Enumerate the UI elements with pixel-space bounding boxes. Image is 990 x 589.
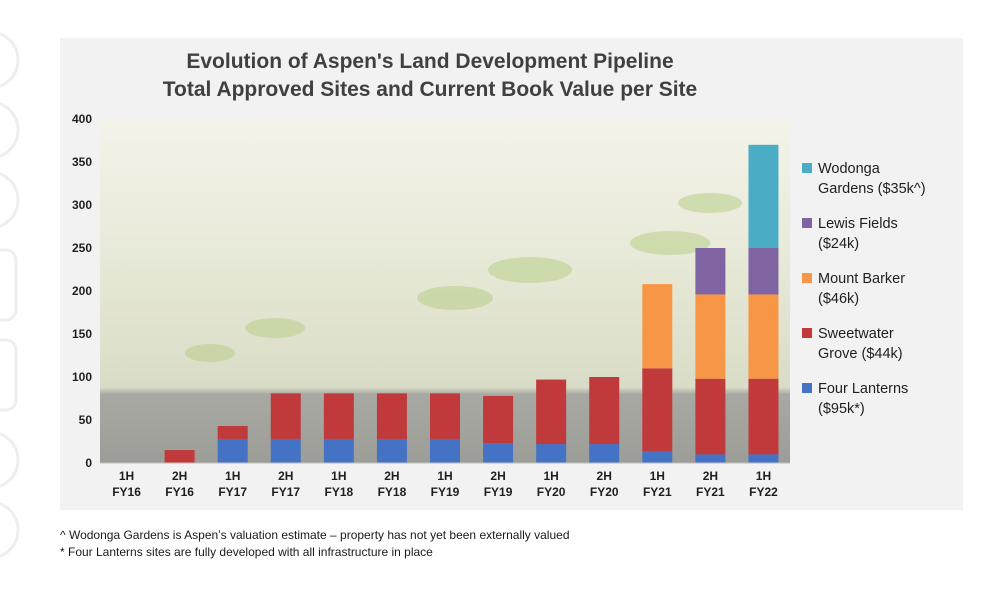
bar-segment-four-lanterns-2 bbox=[217, 438, 248, 463]
x-tick-label-9-0: 2H bbox=[597, 469, 612, 483]
legend-label-0-0: Wodonga bbox=[818, 161, 881, 177]
bar-segment-four-lanterns-7 bbox=[483, 443, 514, 463]
x-axis: 1H FY16 2H FY16 1H FY17 2H FY17 1H FY18 2H FY18 1H FY… bbox=[100, 462, 790, 499]
bar-segment-sweetwater-9 bbox=[589, 377, 620, 445]
bar-segment-mount-barker-10 bbox=[642, 284, 673, 369]
x-tick-label-12-0: 1H bbox=[756, 469, 771, 483]
x-tick-label-2-1: FY17 bbox=[218, 485, 247, 499]
legend-swatch-4 bbox=[802, 383, 812, 393]
y-tick-label-0: 0 bbox=[85, 456, 92, 470]
bar-segment-sweetwater-8 bbox=[536, 379, 567, 445]
x-tick-label-10-1: FY21 bbox=[643, 485, 672, 499]
bar-segment-four-lanterns-6 bbox=[430, 438, 460, 463]
legend-label-2-1: ($46k) bbox=[818, 291, 859, 307]
legend-label-2-0: Mount Barker bbox=[818, 271, 905, 287]
bar-segment-sweetwater-1 bbox=[164, 450, 195, 463]
bar-segment-sweetwater-4 bbox=[323, 393, 354, 439]
y-tick-label-200: 200 bbox=[72, 284, 92, 298]
x-tick-label-12-1: FY22 bbox=[749, 485, 778, 499]
bar-segment-sweetwater-7 bbox=[483, 395, 514, 444]
bar-segment-four-lanterns-10 bbox=[642, 450, 673, 463]
bar-segment-mount-barker-11 bbox=[695, 294, 726, 379]
y-tick-label-50: 50 bbox=[79, 413, 93, 427]
watermark-decoration bbox=[0, 32, 20, 558]
footnote-wodonga: ^ Wodonga Gardens is Aspen’s valuation e… bbox=[60, 528, 570, 542]
bar-segment-sweetwater-10 bbox=[642, 368, 673, 451]
bar-segment-lewis-fields-12 bbox=[748, 248, 779, 295]
y-tick-label-400: 400 bbox=[72, 112, 92, 126]
y-tick-label-100: 100 bbox=[72, 370, 92, 384]
legend-label-1-0: Lewis Fields bbox=[818, 216, 898, 232]
bar-segment-four-lanterns-12 bbox=[748, 454, 779, 463]
legend-label-4-1: ($95k*) bbox=[818, 401, 865, 417]
x-tick-label-6-0: 1H bbox=[437, 469, 452, 483]
legend: Wodonga Gardens ($35k^) Lewis Fields ($24k)… bbox=[802, 161, 926, 417]
bar-segment-four-lanterns-11 bbox=[695, 454, 726, 463]
x-tick-label-3-1: FY17 bbox=[271, 485, 300, 499]
x-tick-label-1-1: FY16 bbox=[165, 485, 194, 499]
y-tick-label-300: 300 bbox=[72, 198, 92, 212]
bar-segment-sweetwater-11 bbox=[695, 378, 726, 455]
bar-segment-four-lanterns-8 bbox=[536, 444, 567, 463]
x-tick-label-11-0: 2H bbox=[703, 469, 718, 483]
x-tick-label-0-0: 1H bbox=[119, 469, 134, 483]
bar-segment-four-lanterns-3 bbox=[270, 438, 301, 463]
x-tick-label-5-0: 2H bbox=[384, 469, 399, 483]
bar-segment-wodonga-12 bbox=[748, 144, 779, 248]
background-decoration bbox=[185, 193, 742, 362]
x-tick-label-2-0: 1H bbox=[225, 469, 240, 483]
x-tick-label-1-0: 2H bbox=[172, 469, 187, 483]
legend-label-1-1: ($24k) bbox=[818, 236, 859, 252]
chart-title-line-1: Evolution of Aspen's Land Development Pi… bbox=[186, 50, 673, 73]
legend-swatch-2 bbox=[802, 273, 812, 283]
x-tick-label-7-1: FY19 bbox=[484, 485, 513, 499]
chart-title-line-2: Total Approved Sites and Current Book Va… bbox=[163, 78, 697, 101]
bar-segment-four-lanterns-5 bbox=[376, 438, 407, 463]
bar-segment-sweetwater-3 bbox=[270, 393, 301, 439]
bar-segment-sweetwater-12 bbox=[748, 378, 779, 455]
bar-series-group bbox=[164, 144, 779, 463]
stacked-bar-chart: Evolution of Aspen's Land Development Pi… bbox=[72, 50, 926, 499]
bar-segment-lewis-fields-11 bbox=[695, 248, 726, 295]
bar-segment-sweetwater-6 bbox=[430, 393, 460, 439]
legend-swatch-0 bbox=[802, 163, 812, 173]
legend-label-3-0: Sweetwater bbox=[818, 326, 894, 342]
legend-swatch-1 bbox=[802, 218, 812, 228]
x-tick-label-10-0: 1H bbox=[650, 469, 665, 483]
x-tick-label-6-1: FY19 bbox=[431, 485, 460, 499]
bar-segment-sweetwater-5 bbox=[376, 393, 407, 439]
x-tick-label-0-1: FY16 bbox=[112, 485, 141, 499]
bar-segment-four-lanterns-9 bbox=[589, 444, 620, 463]
x-tick-label-7-0: 2H bbox=[490, 469, 505, 483]
bar-segment-sweetwater-2 bbox=[217, 426, 248, 439]
y-tick-label-150: 150 bbox=[72, 327, 92, 341]
legend-label-4-0: Four Lanterns bbox=[818, 381, 908, 397]
x-tick-label-9-1: FY20 bbox=[590, 485, 619, 499]
x-tick-label-8-1: FY20 bbox=[537, 485, 566, 499]
bar-segment-mount-barker-12 bbox=[748, 294, 779, 379]
legend-swatch-3 bbox=[802, 328, 812, 338]
legend-label-3-1: Grove ($44k) bbox=[818, 346, 903, 362]
y-tick-label-350: 350 bbox=[72, 155, 92, 169]
x-tick-label-3-0: 2H bbox=[278, 469, 293, 483]
chart-panel: Evolution of Aspen's Land Development Pi… bbox=[60, 38, 963, 510]
x-tick-label-8-0: 1H bbox=[543, 469, 558, 483]
y-axis: 0 50 100 150 200 250 300 350 400 bbox=[72, 112, 92, 470]
x-tick-label-11-1: FY21 bbox=[696, 485, 725, 499]
legend-label-0-1: Gardens ($35k^) bbox=[818, 181, 926, 197]
x-tick-label-5-1: FY18 bbox=[378, 485, 407, 499]
footnote-four-lanterns: * Four Lanterns sites are fully develope… bbox=[60, 545, 433, 559]
bar-segment-four-lanterns-4 bbox=[323, 438, 354, 463]
x-tick-label-4-1: FY18 bbox=[325, 485, 354, 499]
y-tick-label-250: 250 bbox=[72, 241, 92, 255]
x-tick-label-4-0: 1H bbox=[331, 469, 346, 483]
